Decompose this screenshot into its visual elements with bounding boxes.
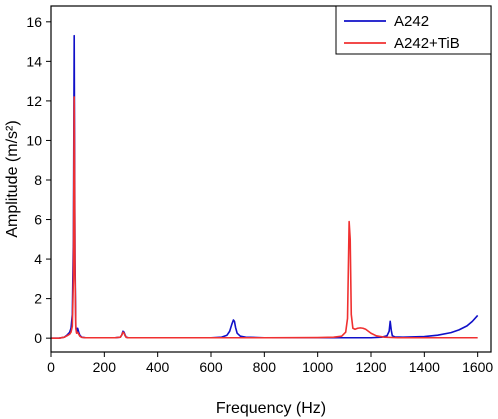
y-tick-label: 14 [26, 53, 42, 69]
y-tick-label: 2 [34, 291, 42, 307]
x-tick-label: 0 [47, 359, 55, 375]
y-axis-title: Amplitude (m/s²) [4, 120, 21, 237]
x-tick-label: 200 [93, 359, 117, 375]
x-tick-label: 1200 [355, 359, 386, 375]
series-line-1 [51, 96, 478, 339]
series-layer [51, 34, 479, 339]
x-tick-label: 1600 [462, 359, 493, 375]
y-tick-label: 6 [34, 212, 42, 228]
y-tick-label: 4 [34, 251, 42, 267]
y-tick-label: 16 [26, 14, 42, 30]
y-tick-label: 10 [26, 132, 42, 148]
y-tick-label: 8 [34, 172, 42, 188]
legend-label-a242: A242 [394, 13, 429, 30]
plot-frame [50, 5, 492, 353]
legend: A242 A242+TiB [335, 5, 492, 55]
series-line-0 [51, 34, 479, 339]
y-tick-label: 12 [26, 93, 42, 109]
axis-ticks: 0 200 400 600 800 1000 1200 1400 1600 0 2 4 6 8 10 12 14… [26, 14, 493, 375]
y-tick-label: 0 [34, 330, 42, 346]
x-tick-label: 800 [253, 359, 277, 375]
x-tick-label: 400 [146, 359, 170, 375]
x-axis-title: Frequency (Hz) [216, 400, 326, 417]
legend-box [335, 5, 492, 55]
x-tick-label: 1400 [409, 359, 440, 375]
x-tick-label: 600 [199, 359, 223, 375]
x-tick-label: 1000 [302, 359, 333, 375]
legend-label-a242-tib: A242+TiB [394, 35, 460, 52]
